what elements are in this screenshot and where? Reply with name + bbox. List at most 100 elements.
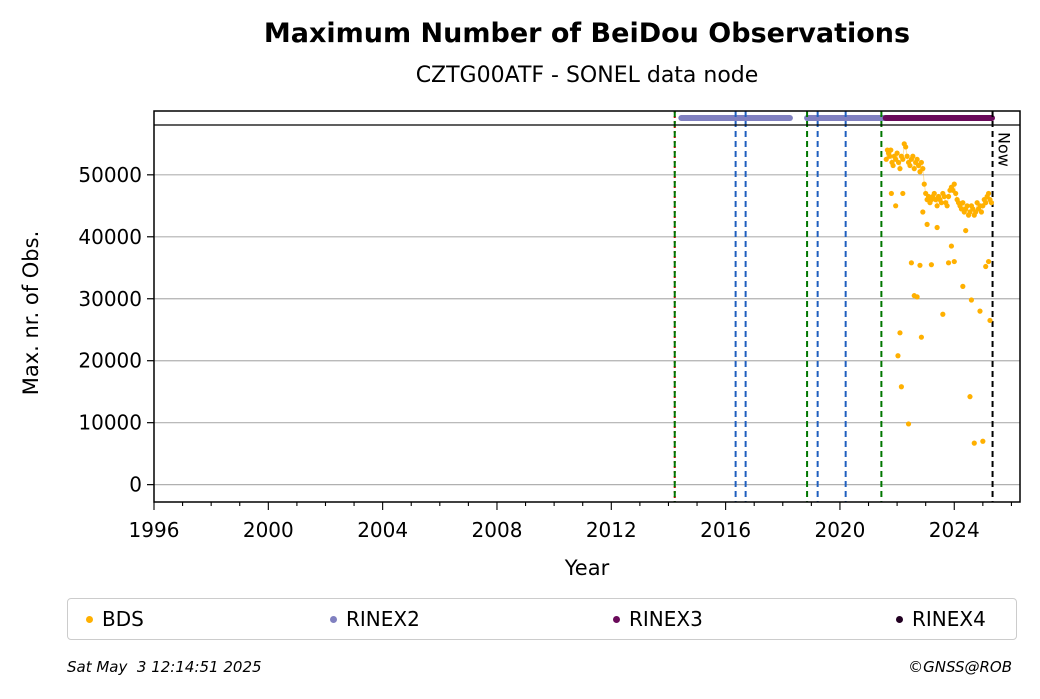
bds-point — [985, 258, 992, 265]
y-tick-label: 30000 — [78, 287, 142, 311]
x-tick-label: 2012 — [586, 518, 637, 542]
bds-point — [914, 156, 920, 162]
y-tick-label: 10000 — [78, 411, 142, 435]
plot-frame — [153, 110, 1021, 503]
chart-title: Maximum Number of BeiDou Observations — [264, 18, 910, 49]
bds-point — [945, 193, 952, 200]
bds-point — [887, 153, 893, 159]
now-label: Now — [995, 132, 1014, 167]
bds-point — [898, 384, 904, 390]
bds-point — [910, 153, 916, 159]
bds-marker-icon — [86, 615, 93, 623]
bds-point — [938, 200, 945, 206]
bds-point — [893, 203, 899, 209]
y-axis: 0 10000 20000 30000 40000 50000 — [78, 163, 154, 497]
bds-point — [978, 209, 985, 215]
bds-point — [888, 190, 894, 197]
bds-point — [931, 190, 937, 197]
bds-point — [940, 311, 946, 317]
y-tick-label: 50000 — [78, 163, 142, 187]
legend-label: RINEX4 — [912, 607, 986, 631]
bds-point — [911, 166, 917, 172]
y-tick-label: 40000 — [78, 225, 142, 249]
bds-point — [917, 262, 923, 268]
x-tick-label: 2000 — [243, 518, 294, 542]
y-tick-label: 0 — [129, 473, 142, 497]
bds-point — [977, 308, 983, 314]
legend-label: RINEX3 — [629, 607, 703, 631]
reference-lines — [673, 111, 994, 502]
bds-point — [920, 209, 926, 215]
bds-point — [894, 150, 900, 156]
x-tick-label: 1996 — [129, 518, 180, 542]
bds-point — [951, 258, 957, 265]
bds-point — [921, 181, 927, 187]
bds-point — [964, 203, 970, 209]
bds-point — [905, 421, 912, 427]
bds-point — [918, 334, 924, 340]
bds-point — [960, 200, 966, 206]
bds-point — [985, 190, 992, 197]
bds-point — [900, 156, 906, 162]
legend-item-rinex2: RINEX2 — [330, 607, 420, 631]
bds-point — [920, 166, 926, 172]
legend: BDS RINEX2 RINEX3 RINEX4 — [67, 598, 1017, 640]
bds-point — [895, 353, 901, 359]
bds-point — [883, 156, 889, 162]
y-tick-label: 20000 — [78, 349, 142, 373]
bds-point — [963, 227, 969, 234]
x-tick-label: 2004 — [357, 518, 408, 542]
bds-point — [945, 260, 952, 266]
bds-point — [903, 144, 909, 150]
legend-label: BDS — [102, 607, 144, 631]
copyright: ©GNSS@ROB — [908, 658, 1012, 676]
bds-point — [971, 440, 977, 446]
timestamp: Sat May 3 12:14:51 2025 — [67, 658, 262, 676]
legend-label: RINEX2 — [346, 607, 420, 631]
bds-point — [914, 294, 920, 300]
rinex3-marker-icon — [613, 615, 620, 623]
bds-point — [900, 190, 906, 197]
bds-point — [934, 203, 940, 209]
x-tick-label: 2024 — [929, 518, 980, 542]
x-tick-label: 2016 — [700, 518, 751, 542]
bds-point — [924, 221, 930, 227]
bds-point — [987, 317, 993, 324]
bds-point — [944, 203, 950, 209]
y-axis-label: Max. nr. of Obs. — [19, 231, 43, 396]
rinex2-marker-icon — [330, 615, 337, 623]
bds-point — [960, 283, 966, 289]
bds-point — [888, 147, 894, 153]
bds-point — [928, 262, 934, 268]
rinex4-marker-icon — [896, 615, 903, 623]
bds-point — [895, 159, 902, 166]
bds-point — [983, 200, 989, 206]
bds-point — [897, 330, 903, 336]
x-axis-label: Year — [564, 556, 610, 580]
bds-point — [948, 243, 955, 249]
bds-points — [883, 141, 995, 446]
x-tick-label: 2020 — [814, 518, 865, 542]
bds-point — [983, 263, 989, 270]
bds-point — [908, 260, 914, 266]
bds-point — [988, 200, 995, 206]
x-axis: 1996 2000 2004 2008 2012 2016 2020 2024 — [129, 502, 1012, 542]
bds-point — [968, 297, 975, 303]
bds-point — [951, 181, 957, 187]
y-grid — [154, 174, 1020, 486]
bds-point — [904, 153, 910, 159]
bds-point — [980, 438, 986, 444]
bds-point — [967, 394, 973, 400]
chart-subtitle: CZTG00ATF - SONEL data node — [416, 63, 759, 88]
legend-item-rinex4: RINEX4 — [896, 607, 986, 631]
bds-point — [897, 166, 903, 172]
bds-point — [953, 190, 959, 197]
bds-point — [941, 193, 947, 200]
bds-point — [934, 224, 940, 231]
legend-item-bds: BDS — [86, 607, 144, 631]
legend-item-rinex3: RINEX3 — [613, 607, 703, 631]
x-tick-label: 2008 — [472, 518, 523, 542]
bds-point — [890, 162, 896, 169]
bds-point — [918, 159, 924, 166]
